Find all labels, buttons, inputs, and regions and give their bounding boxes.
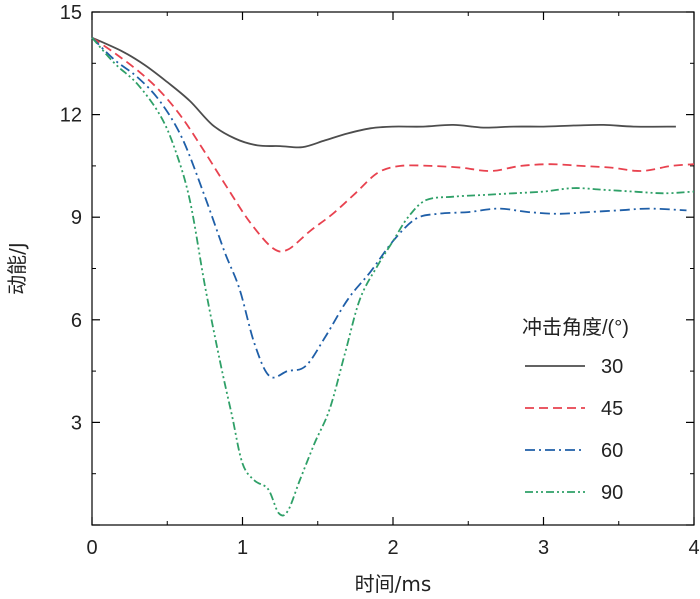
legend-label-45: 45 — [601, 398, 623, 420]
y-tick-label: 15 — [60, 2, 82, 24]
legend: 冲击角度/(°) 30 45 60 90 — [522, 316, 629, 504]
series-layer — [91, 36, 695, 517]
series-line-60 — [91, 37, 687, 379]
legend-title: 冲击角度/(°) — [522, 316, 629, 339]
legend-label-30: 30 — [601, 356, 623, 378]
axis-ticks — [91, 11, 695, 526]
legend-label-90: 90 — [601, 482, 623, 504]
y-tick-label: 6 — [71, 310, 82, 332]
x-tick-label: 3 — [538, 537, 549, 559]
y-tick-label: 12 — [60, 105, 82, 127]
x-tick-label: 4 — [688, 537, 699, 559]
y-axis-title: 动能/J — [5, 242, 29, 295]
x-tick-label: 2 — [387, 537, 398, 559]
y-tick-label: 3 — [71, 412, 82, 434]
series-line-30 — [91, 36, 676, 149]
y-tick-label: 9 — [71, 207, 82, 229]
series-line-45 — [91, 36, 695, 253]
x-tick-label: 1 — [237, 537, 248, 559]
x-tick-label: 0 — [86, 537, 97, 559]
x-axis-title: 时间/ms — [355, 572, 432, 596]
legend-label-60: 60 — [601, 440, 623, 462]
